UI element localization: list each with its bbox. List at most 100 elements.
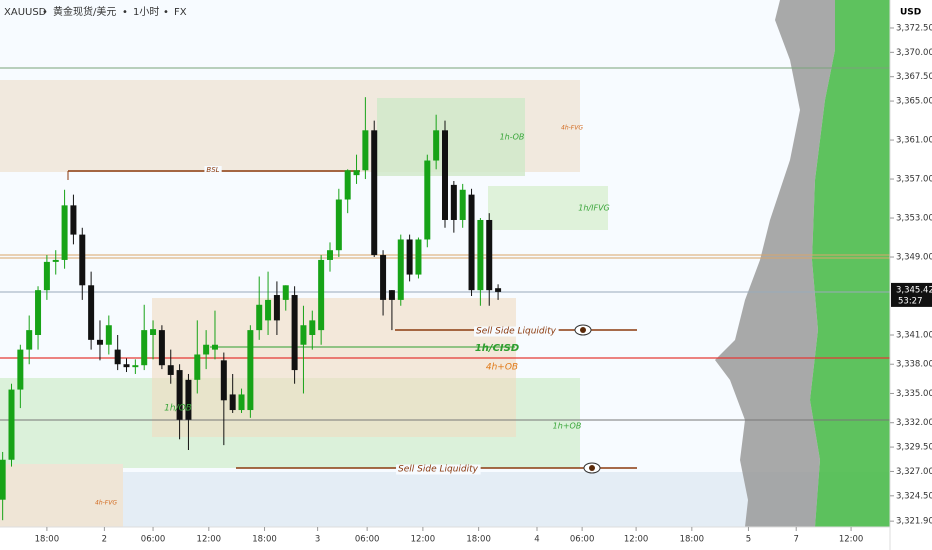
annotation: 1h/IFVG — [578, 204, 610, 213]
candle-body — [96, 339, 103, 345]
y-tick-label: 3,365.00 — [896, 97, 932, 107]
x-tick-label: 06:00 — [355, 535, 380, 545]
instrument-name: 黄金现货/美元 — [53, 5, 116, 18]
candle-body — [318, 259, 325, 331]
annotations: BSL 1h-OB 4h-FVG 1h/IFVG Sell Side Liquidity… — [95, 125, 610, 507]
annotation: 1h/CISD — [475, 343, 519, 354]
candle-body — [211, 344, 218, 350]
y-tick-label: 3,370.00 — [896, 48, 932, 58]
candle-body — [273, 295, 280, 321]
zone-1h-ob — [377, 98, 525, 176]
candle-body — [220, 360, 227, 401]
x-tick-label: 2 — [102, 535, 107, 545]
candle-body — [8, 389, 15, 460]
x-tick-label: 7 — [794, 535, 799, 545]
y-tick-label: 3,324.50 — [896, 491, 932, 501]
candle-body — [344, 170, 351, 200]
candle-body — [406, 239, 413, 275]
candle-body — [52, 259, 59, 262]
separator: • — [163, 7, 169, 18]
candle-body — [176, 370, 183, 420]
annotation: Sell Side Liquidity — [398, 465, 479, 475]
last-price-label: 3,345.42 — [896, 285, 932, 295]
zone-4h-fvg-low — [0, 464, 123, 527]
candle-body — [265, 299, 272, 321]
candle-body — [433, 130, 440, 161]
candle-body — [79, 234, 86, 286]
candle-body — [371, 130, 378, 256]
currency: USD — [900, 8, 921, 18]
candle-body — [415, 239, 422, 275]
y-tick-label: 3,367.50 — [896, 72, 932, 82]
candle-body — [43, 261, 50, 291]
annotation: 1h-OB — [500, 133, 525, 142]
candle-body — [291, 295, 298, 371]
y-axis-background — [890, 0, 932, 550]
annotation: 1h+OB — [553, 422, 582, 431]
y-tick-label: 3,329.50 — [896, 443, 932, 453]
x-tick-label: 18:00 — [252, 535, 277, 545]
y-tick-label: 3,338.00 — [896, 360, 932, 370]
candle-body — [141, 330, 148, 366]
symbol: XAUUSD — [4, 7, 47, 18]
x-axis-background — [0, 527, 890, 550]
x-tick-label: 18:00 — [35, 535, 60, 545]
candle-body — [335, 199, 342, 251]
candle-body — [26, 330, 33, 350]
y-tick-label: 3,349.00 — [896, 253, 932, 263]
candle-body — [70, 205, 77, 235]
y-tick-label: 3,341.00 — [896, 330, 932, 340]
candle-body — [256, 304, 263, 331]
candle-body — [282, 285, 289, 300]
candle-body — [450, 184, 457, 220]
annotation: 4h+OB — [486, 363, 518, 373]
candle-body — [388, 290, 395, 300]
x-tick-label: 06:00 — [141, 535, 166, 545]
y-tick-label: 3,353.00 — [896, 214, 932, 224]
candle-body — [353, 170, 360, 176]
candle-body — [468, 194, 475, 291]
annotation-bg — [396, 464, 481, 475]
x-tick-label: 5 — [746, 535, 751, 545]
annotation-bg — [474, 326, 559, 337]
annotation: 1h/OB — [164, 404, 192, 414]
candle-body — [495, 288, 502, 292]
y-tick-label: 3,335.00 — [896, 389, 932, 399]
x-tick-label: 12:00 — [839, 535, 864, 545]
y-tick-label: 3,321.90 — [896, 517, 932, 527]
candle-body — [442, 130, 448, 220]
annotation: 4h-FVG — [561, 125, 583, 132]
x-tick-label: 12:00 — [411, 535, 436, 545]
zone-4h-plus-ob — [152, 298, 516, 437]
candle-body — [238, 394, 245, 411]
candle-body — [150, 329, 157, 335]
volume-profile-green — [810, 0, 890, 527]
candle-body — [167, 365, 174, 375]
candles — [0, 97, 502, 521]
y-tick-label: 3,372.50 — [896, 23, 932, 33]
exchange: FX — [174, 7, 187, 18]
candle-body — [123, 364, 130, 368]
candle-body — [0, 459, 6, 500]
x-tick-label: 12:00 — [624, 535, 649, 545]
candle-body — [247, 330, 254, 411]
candle-body — [229, 394, 236, 411]
axes: 3,372.50 3,370.00 3,367.50 3,365.00 3,361.00… — [35, 23, 932, 545]
y-tick-label: 3,361.00 — [896, 136, 932, 146]
eye-icon — [574, 324, 601, 474]
candle-body — [326, 250, 333, 260]
countdown: 53:27 — [898, 296, 923, 306]
candle-body — [132, 365, 139, 368]
candle-body — [114, 349, 121, 365]
candle-body — [35, 290, 42, 335]
candle-body — [194, 354, 201, 380]
candle-body — [61, 205, 68, 260]
annotation: Sell Side Liquidity — [476, 327, 557, 337]
candle-body — [300, 325, 307, 345]
x-tick-label: 12:00 — [197, 535, 222, 545]
zone-1h-ifvg — [488, 186, 608, 230]
candle-body — [88, 285, 95, 340]
x-tick-label: 18:00 — [466, 535, 491, 545]
candle-body — [397, 239, 404, 300]
candle-body — [309, 320, 316, 335]
